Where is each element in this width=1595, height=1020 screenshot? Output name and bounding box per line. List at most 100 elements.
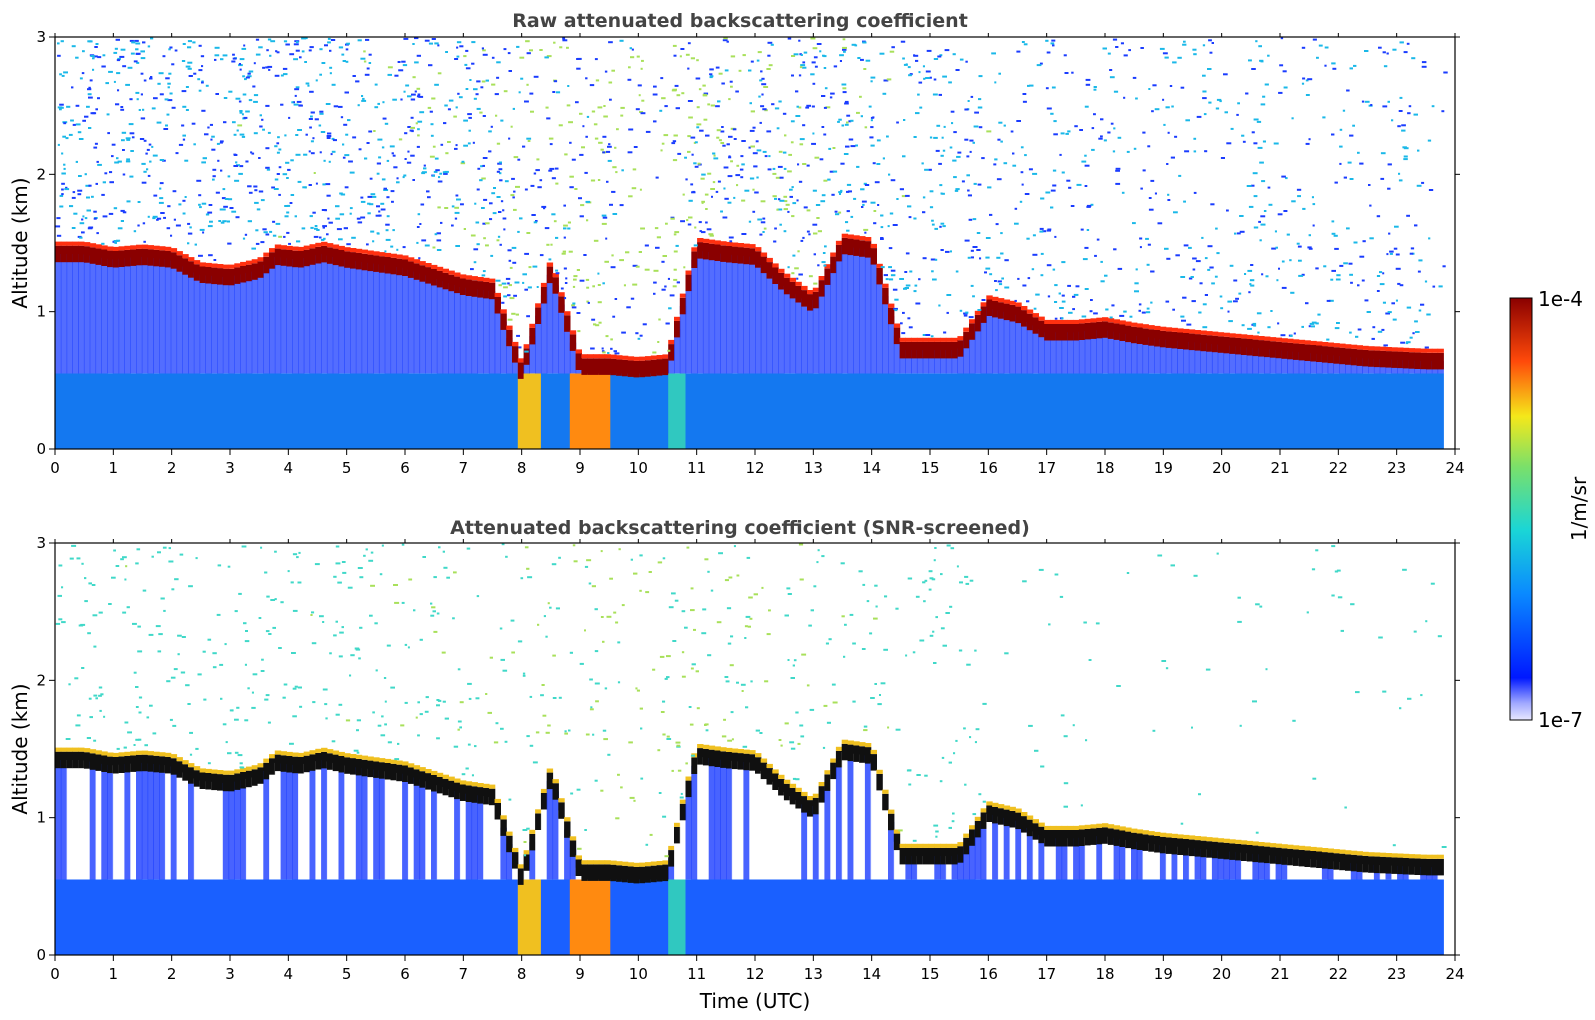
cloud-layer-column <box>1264 340 1271 358</box>
noise-speckle <box>253 62 256 65</box>
sub-cloud-column <box>436 785 444 880</box>
noise-speckle <box>1259 59 1264 62</box>
cloud-layer-column <box>199 266 206 283</box>
noise-speckle <box>303 153 308 156</box>
cloud-edge-column <box>1402 347 1410 352</box>
noise-speckle <box>1210 203 1215 206</box>
noise-speckle <box>762 108 767 111</box>
noise-speckle <box>609 203 613 206</box>
noise-speckle <box>710 104 715 107</box>
cloud-edge-column <box>500 815 507 820</box>
noise-speckle <box>496 239 500 242</box>
cloud-layer-column <box>1437 352 1444 370</box>
noise-speckle <box>527 286 532 289</box>
cloud-edge-column <box>1437 348 1444 353</box>
noise-speckle <box>1268 203 1273 206</box>
cloud-edge-column <box>1235 839 1242 844</box>
noise-speckle <box>777 165 783 168</box>
noise-speckle <box>512 196 515 199</box>
aerosol-layer-column <box>598 879 606 955</box>
noise-speckle <box>966 155 970 158</box>
noise-speckle <box>588 582 592 585</box>
noise-speckle <box>294 685 298 688</box>
noise-speckle <box>251 152 255 155</box>
aerosol-layer-column <box>1264 373 1271 449</box>
sub-cloud-column <box>1148 337 1155 374</box>
sub-cloud-column <box>303 763 311 880</box>
sub-cloud-column <box>1275 350 1282 374</box>
noise-speckle <box>335 620 338 623</box>
noise-speckle <box>1280 37 1284 40</box>
noise-speckle <box>121 139 125 142</box>
noise-speckle <box>968 218 973 221</box>
cloud-edge-column <box>1084 318 1092 323</box>
sub-cloud-column <box>205 275 212 374</box>
noise-speckle <box>430 614 435 617</box>
noise-speckle <box>1012 164 1017 167</box>
aerosol-layer-column <box>378 879 386 955</box>
noise-speckle <box>1039 62 1043 65</box>
cloud-edge-column <box>83 748 91 753</box>
noise-speckle <box>432 610 436 613</box>
noise-speckle <box>552 654 556 657</box>
noise-speckle <box>146 148 150 151</box>
cloud-layer-column <box>1055 830 1063 847</box>
noise-speckle <box>875 605 878 608</box>
cloud-layer-column <box>471 280 478 297</box>
noise-speckle <box>1393 247 1398 250</box>
noise-speckle <box>913 54 919 57</box>
aerosol-layer-column <box>1032 879 1039 955</box>
noise-speckle <box>501 282 507 285</box>
noise-speckle <box>849 613 854 616</box>
aerosol-layer-column <box>992 373 999 449</box>
cloud-edge-column <box>251 259 259 264</box>
noise-speckle <box>335 217 340 220</box>
noise-speckle <box>286 211 290 214</box>
noise-speckle <box>602 216 608 219</box>
noise-speckle <box>332 139 337 142</box>
cloud-layer-column <box>1240 844 1248 861</box>
cloud-layer-column <box>124 249 131 267</box>
sub-cloud-column <box>569 848 577 880</box>
noise-speckle <box>247 687 250 690</box>
noise-speckle <box>564 153 568 156</box>
noise-speckle <box>285 43 290 46</box>
noise-speckle <box>292 687 297 690</box>
noise-speckle <box>109 181 114 184</box>
noise-speckle <box>562 250 566 253</box>
noise-speckle <box>425 696 429 699</box>
noise-speckle <box>410 98 416 101</box>
noise-speckle <box>1115 167 1121 170</box>
sub-cloud-column <box>1032 831 1039 880</box>
sub-cloud-column <box>1107 836 1115 880</box>
noise-speckle <box>846 183 852 186</box>
noise-speckle <box>396 177 399 180</box>
aerosol-layer-column <box>1154 373 1161 449</box>
sub-cloud-column <box>743 255 750 374</box>
noise-speckle <box>152 154 158 157</box>
cloud-edge-column <box>847 740 854 745</box>
noise-speckle <box>964 239 970 242</box>
noise-speckle <box>639 111 644 113</box>
aerosol-layer-column <box>1009 879 1016 955</box>
cloud-edge-column <box>650 861 658 866</box>
noise-speckle <box>273 188 279 190</box>
cloud-edge-column <box>222 264 230 269</box>
noise-speckle <box>289 742 294 745</box>
cloud-layer-column <box>986 299 993 316</box>
noise-speckle <box>234 718 239 721</box>
aerosol-layer-column <box>1287 879 1294 955</box>
noise-speckle <box>86 105 90 108</box>
aerosol-layer-column <box>459 879 467 955</box>
noise-speckle <box>732 128 737 131</box>
noise-speckle <box>1250 284 1255 287</box>
noise-speckle <box>1067 284 1071 287</box>
cloud-layer-column <box>101 249 108 266</box>
noise-speckle <box>686 546 690 549</box>
noise-speckle <box>579 279 585 282</box>
noise-speckle <box>451 205 455 208</box>
cloud-edge-column <box>1032 819 1039 824</box>
aerosol-layer-column <box>280 879 287 955</box>
cloud-edge-column <box>627 356 635 361</box>
noise-speckle <box>1246 185 1252 187</box>
